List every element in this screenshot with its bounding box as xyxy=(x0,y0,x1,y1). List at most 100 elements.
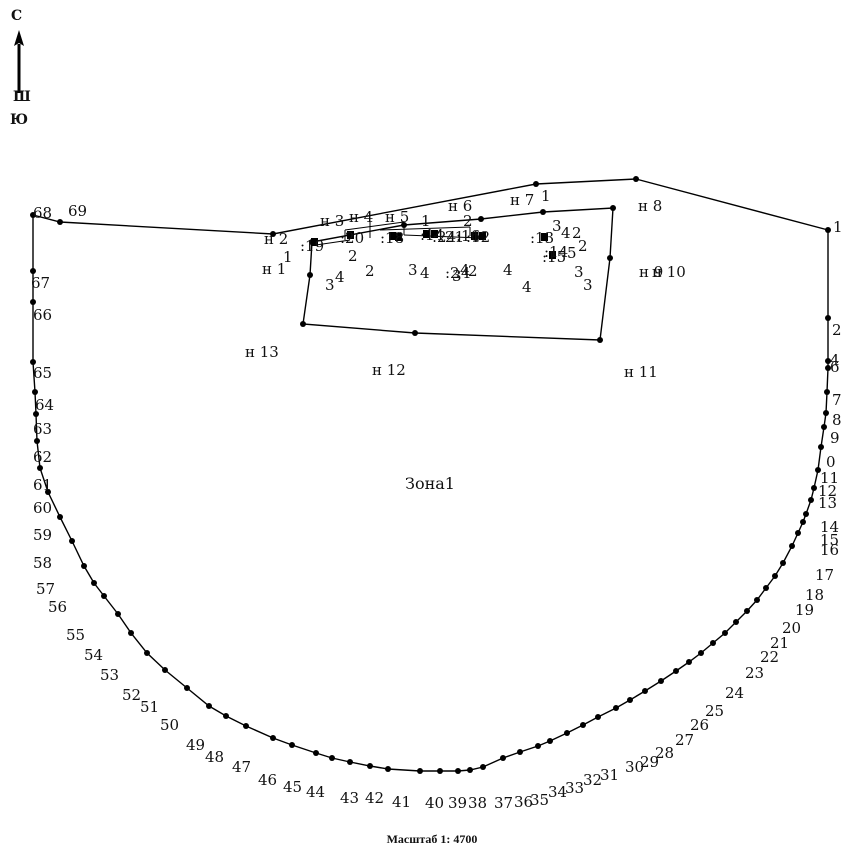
boundary-point-65 xyxy=(37,465,43,471)
boundary-point-32 xyxy=(595,714,601,720)
boundary-label-52: 52 xyxy=(122,686,141,704)
boundary-point-37 xyxy=(517,749,523,755)
boundary-label-40: 40 xyxy=(425,794,444,812)
boundary-point-71 xyxy=(30,268,36,274)
boundary-label-14: 14 xyxy=(820,518,839,536)
feature-label: :4 xyxy=(456,264,471,282)
boundary-label-32: 32 xyxy=(583,771,602,789)
building-marker xyxy=(431,230,438,238)
inner-label-13: н 13 xyxy=(245,343,279,361)
boundary-label-46: 46 xyxy=(258,771,277,789)
boundary-label-42: 42 xyxy=(365,789,384,807)
boundary-point-62 xyxy=(69,538,75,544)
boundary-point-50 xyxy=(270,735,276,741)
feature-label: :20 xyxy=(340,229,364,247)
compass-arrowhead xyxy=(14,30,24,46)
inner-point xyxy=(597,337,603,343)
boundary-label-68: 68 xyxy=(33,204,52,222)
zone-outline xyxy=(32,178,829,772)
boundary-label-2: 2 xyxy=(832,321,842,339)
boundary-point-13 xyxy=(803,511,809,517)
inner-point xyxy=(412,330,418,336)
boundary-point-24 xyxy=(710,640,716,646)
boundary-point-69 xyxy=(30,359,36,365)
feature-label: 3 xyxy=(574,263,584,281)
boundary-label-64: 64 xyxy=(35,396,54,414)
boundary-point-12 xyxy=(808,497,814,503)
feature-label: 1 xyxy=(421,212,431,230)
boundary-label-30: 30 xyxy=(625,758,644,776)
boundary-point-36 xyxy=(535,743,541,749)
boundary-label-1: 1 xyxy=(833,218,843,236)
boundary-label-53: 53 xyxy=(100,666,119,684)
boundary-point-61 xyxy=(81,563,87,569)
boundary-label-38: 38 xyxy=(468,794,487,812)
feature-label: 5 xyxy=(567,244,577,262)
feature-label: 2 xyxy=(572,224,582,242)
boundary-point-29 xyxy=(642,688,648,694)
boundary-label-29: 29 xyxy=(640,753,659,771)
boundary-point-56 xyxy=(144,650,150,656)
feature-label: 2 xyxy=(348,247,358,265)
feature-label: 3 xyxy=(452,267,462,285)
boundary-label-31: 31 xyxy=(600,766,619,784)
boundary-label-36: 36 xyxy=(514,793,533,811)
boundary-point-15 xyxy=(795,530,801,536)
boundary-label-66: 66 xyxy=(33,306,52,324)
building-marker xyxy=(395,233,402,241)
parcel-features xyxy=(311,221,556,259)
feature-label: 2 xyxy=(365,262,375,280)
feature-label: :12 xyxy=(466,228,490,246)
boundary-point-10 xyxy=(815,467,821,473)
boundary-point-35 xyxy=(547,738,553,744)
boundary-point-21 xyxy=(744,608,750,614)
boundary-label-55: 55 xyxy=(66,626,85,644)
feature-label: 1 xyxy=(283,248,293,266)
boundary-label-58: 58 xyxy=(33,554,52,572)
feature-label: :18 xyxy=(380,229,404,247)
boundary-point-72 xyxy=(30,212,36,218)
boundary-point-57 xyxy=(128,630,134,636)
boundary-point-25 xyxy=(698,650,704,656)
boundary-label-20: 20 xyxy=(782,619,801,637)
boundary-label-17: 17 xyxy=(815,566,834,584)
boundary-label-43: 43 xyxy=(340,789,359,807)
inner-label-8: н 8 xyxy=(638,197,662,215)
boundary-point-6 xyxy=(824,389,830,395)
feature-label: 3 xyxy=(408,261,418,279)
boundary-point-48 xyxy=(313,750,319,756)
boundary-point-66 xyxy=(34,438,40,444)
inner-label-3: н 3 xyxy=(320,212,344,230)
boundary-point-38 xyxy=(500,755,506,761)
boundary-point-52 xyxy=(223,713,229,719)
boundary-label-22: 22 xyxy=(760,648,779,666)
boundary-label-18: 18 xyxy=(805,586,824,604)
inner-label-7: н 7 xyxy=(510,191,534,209)
inner-point xyxy=(607,255,613,261)
feature-label: 4 xyxy=(420,264,430,282)
inner-label-10: н 10 xyxy=(652,263,686,281)
feature-label: :19 xyxy=(300,237,324,255)
building-marker xyxy=(389,232,396,240)
boundary-label-19: 19 xyxy=(795,601,814,619)
boundary-label-39: 39 xyxy=(448,794,467,812)
boundary-label-67: 67 xyxy=(31,274,50,292)
boundary-point-2 xyxy=(825,227,831,233)
boundary-label-47: 47 xyxy=(232,758,251,776)
inner-parcel xyxy=(300,205,616,343)
feature-label: 1 xyxy=(541,187,551,205)
boundary-point-33 xyxy=(580,722,586,728)
boundary-point-59 xyxy=(101,593,107,599)
inner-point xyxy=(540,209,546,215)
boundary-point-70 xyxy=(30,299,36,305)
boundary-point-7 xyxy=(823,410,829,416)
boundary-point-28 xyxy=(658,678,664,684)
boundary-point-4 xyxy=(825,358,831,364)
boundary-point-20 xyxy=(754,597,760,603)
boundary-label-63: 63 xyxy=(33,420,52,438)
boundary-label-45: 45 xyxy=(283,778,302,796)
boundary-point-27 xyxy=(673,668,679,674)
boundary-label-57: 57 xyxy=(36,580,55,598)
boundary-label-33: 33 xyxy=(565,779,584,797)
boundary-label-16: 16 xyxy=(820,541,839,559)
